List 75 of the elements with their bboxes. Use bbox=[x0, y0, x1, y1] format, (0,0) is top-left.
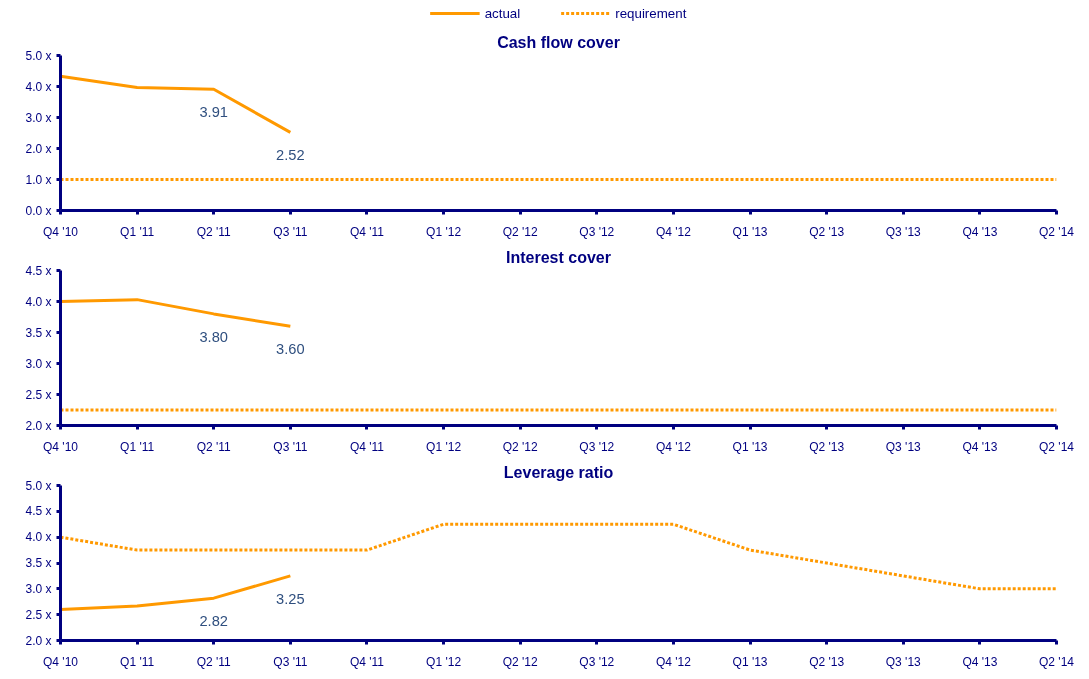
x-tick-label: Q4 '12 bbox=[655, 654, 692, 669]
x-tick-label: Q4 '11 bbox=[349, 224, 385, 239]
y-tick-label: 2.0 x bbox=[25, 633, 52, 648]
y-tick-label: 4.0 x bbox=[25, 79, 52, 94]
line-series bbox=[60, 522, 1057, 591]
y-tick-label: 2.5 x bbox=[25, 387, 52, 402]
x-tick-label: Q1 '12 bbox=[426, 439, 462, 454]
x-tick-label: Q3 '12 bbox=[579, 439, 615, 454]
x-tick-label: Q1 '11 bbox=[120, 439, 155, 454]
x-tick-label: Q3 '13 bbox=[885, 654, 922, 669]
x-tick-label: Q1 '13 bbox=[732, 439, 768, 454]
x-tick-label: Q2 '14 bbox=[1039, 224, 1075, 239]
x-tick-label: Q2 '13 bbox=[809, 439, 845, 454]
x-tick-label: Q1 '13 bbox=[732, 654, 768, 669]
x-tick-label: Q1 '11 bbox=[120, 224, 155, 239]
x-tick-label: Q3 '12 bbox=[579, 654, 615, 669]
line-series bbox=[60, 74, 292, 134]
x-tick-label: Q2 '12 bbox=[502, 654, 539, 669]
y-tick-label: 4.0 x bbox=[25, 294, 52, 309]
x-tick-label: Q4 '12 bbox=[655, 224, 692, 239]
x-tick-label: Q4 '10 bbox=[43, 224, 79, 239]
y-tick-label: 1.0 x bbox=[25, 172, 52, 187]
x-tick-label: Q2 '12 bbox=[502, 224, 539, 239]
data-label: 3.25 bbox=[276, 590, 305, 607]
x-tick-label: Q4 '10 bbox=[43, 654, 79, 669]
x-tick-label: Q3 '11 bbox=[273, 439, 308, 454]
line-series bbox=[60, 298, 292, 328]
x-tick-label: Q1 '12 bbox=[426, 654, 462, 669]
y-tick-label: 0.0 x bbox=[25, 203, 52, 218]
y-tick-label: 4.5 x bbox=[25, 263, 52, 278]
x-tick-label: Q4 '11 bbox=[349, 654, 385, 669]
x-tick-label: Q1 '12 bbox=[426, 224, 462, 239]
y-tick-label: 2.0 x bbox=[25, 418, 52, 433]
y-tick-label: 4.5 x bbox=[25, 504, 52, 519]
legend-label: actual bbox=[484, 5, 521, 21]
x-tick-label: Q2 '11 bbox=[196, 439, 232, 454]
x-tick-label: Q2 '11 bbox=[196, 224, 232, 239]
data-label: 2.52 bbox=[276, 147, 305, 164]
x-tick-label: Q1 '13 bbox=[732, 224, 768, 239]
y-tick-label: 2.5 x bbox=[25, 607, 52, 622]
x-tick-label: Q4 '13 bbox=[962, 439, 998, 454]
data-label: 3.60 bbox=[276, 341, 305, 358]
x-tick-label: Q2 '13 bbox=[809, 224, 845, 239]
x-tick-label: Q2 '14 bbox=[1039, 439, 1075, 454]
chart-title: Leverage ratio bbox=[503, 463, 614, 481]
y-tick-label: 5.0 x bbox=[25, 478, 52, 493]
x-tick-label: Q2 '13 bbox=[809, 654, 845, 669]
y-tick-label: 3.0 x bbox=[25, 110, 52, 125]
chart-title: Interest cover bbox=[506, 248, 611, 266]
x-tick-label: Q2 '14 bbox=[1039, 654, 1075, 669]
x-tick-label: Q2 '11 bbox=[196, 654, 232, 669]
y-tick-label: 3.5 x bbox=[25, 556, 52, 570]
x-tick-label: Q3 '11 bbox=[273, 224, 308, 239]
x-tick-label: Q4 '12 bbox=[655, 439, 692, 454]
y-tick-label: 3.0 x bbox=[25, 581, 52, 596]
data-label: 3.91 bbox=[199, 104, 228, 121]
data-label: 2.82 bbox=[199, 613, 228, 630]
x-tick-label: Q3 '12 bbox=[579, 224, 615, 239]
x-tick-label: Q4 '10 bbox=[43, 439, 79, 454]
legend-label: requirement bbox=[615, 5, 687, 21]
y-tick-label: 4.0 x bbox=[25, 530, 52, 545]
x-tick-label: Q4 '13 bbox=[962, 224, 998, 239]
data-label: 3.80 bbox=[199, 328, 228, 345]
x-tick-label: Q4 '11 bbox=[349, 439, 385, 454]
y-tick-label: 5.0 x bbox=[25, 48, 52, 63]
x-tick-label: Q4 '13 bbox=[962, 654, 998, 669]
x-tick-label: Q3 '13 bbox=[885, 439, 922, 454]
x-tick-label: Q1 '11 bbox=[120, 654, 155, 669]
x-tick-label: Q3 '11 bbox=[273, 654, 308, 669]
x-tick-label: Q2 '12 bbox=[502, 439, 539, 454]
y-tick-label: 3.0 x bbox=[25, 356, 52, 371]
y-tick-label: 2.0 x bbox=[25, 141, 52, 156]
y-tick-label: 3.5 x bbox=[25, 325, 52, 340]
chart-title: Cash flow cover bbox=[497, 33, 620, 51]
x-tick-label: Q3 '13 bbox=[885, 224, 922, 239]
